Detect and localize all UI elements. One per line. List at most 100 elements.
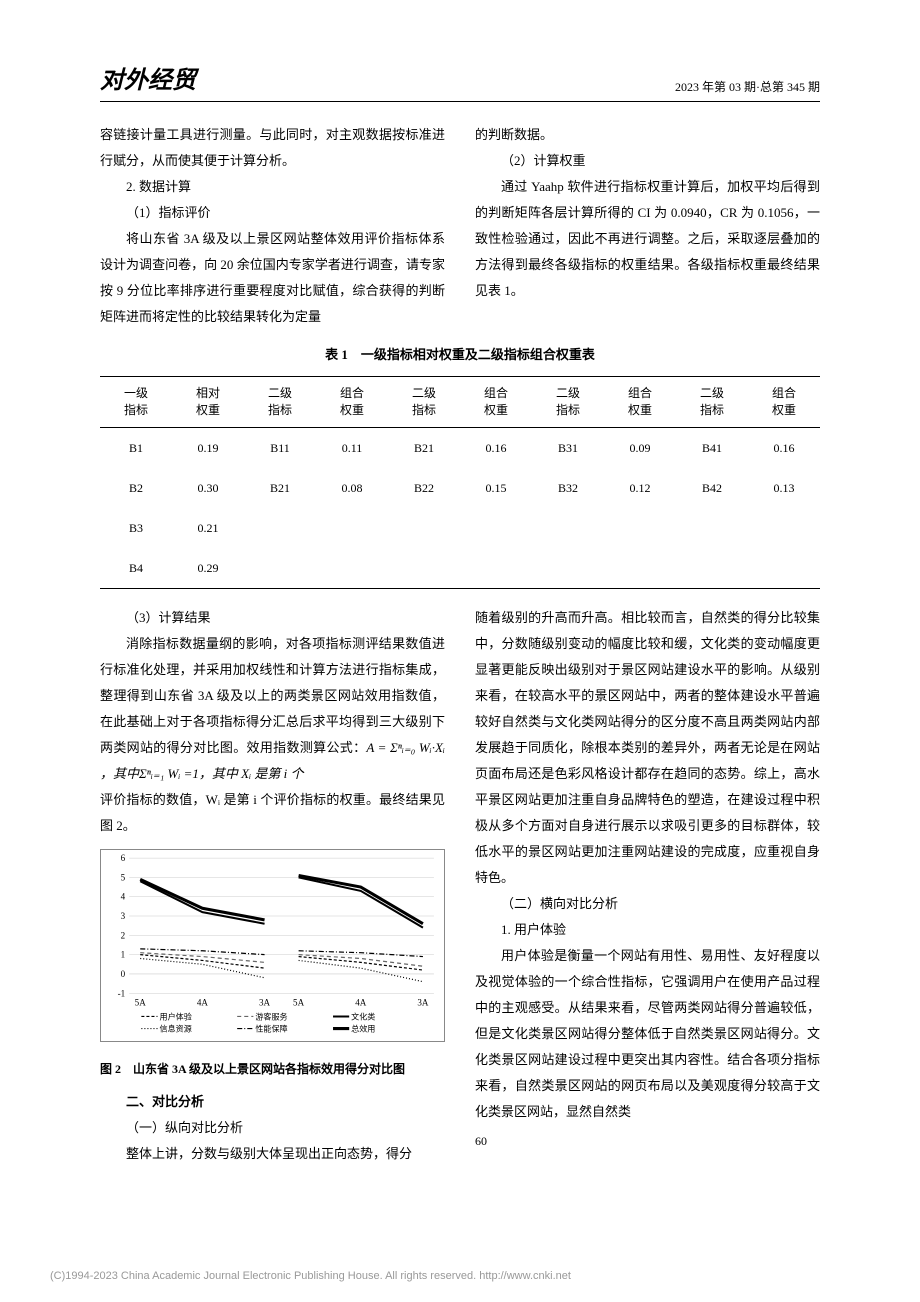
figure-caption: 图 2 山东省 3A 级及以上景区网站各指标效用得分对比图 <box>100 1057 445 1081</box>
para: 评价指标的数值，Wᵢ 是第 i 个评价指标的权重。最终结果见图 2。 <box>100 787 445 839</box>
table-cell <box>676 548 748 589</box>
table-row: B20.30B210.08B220.15B320.12B420.13 <box>100 468 820 508</box>
table-cell: B32 <box>532 468 604 508</box>
para: 将山东省 3A 级及以上景区网站整体效用评价指标体系设计为调查问卷，向 20 余… <box>100 226 445 330</box>
subsection: （一）纵向对比分析 <box>100 1115 445 1141</box>
section-heading: 2. 数据计算 <box>100 174 445 200</box>
table-cell <box>244 508 316 548</box>
table-cell: 0.12 <box>604 468 676 508</box>
page-number: 60 <box>475 1129 820 1153</box>
subsection: 1. 用户体验 <box>475 917 820 943</box>
table-header: 二级指标 <box>244 377 316 428</box>
table-cell: 0.19 <box>172 427 244 468</box>
para: 整体上讲，分数与级别大体呈现出正向态势，得分 <box>100 1141 445 1167</box>
table-1: 表 1 一级指标相对权重及二级指标组合权重表 一级指标相对权重二级指标组合权重二… <box>100 342 820 589</box>
table-cell <box>244 548 316 589</box>
svg-text:4: 4 <box>121 891 126 901</box>
svg-text:5A: 5A <box>293 997 305 1007</box>
table-caption: 表 1 一级指标相对权重及二级指标组合权重表 <box>100 342 820 368</box>
subsection: （1）指标评价 <box>100 200 445 226</box>
table-cell <box>316 548 388 589</box>
table-cell: B3 <box>100 508 172 548</box>
journal-name: 对外经贸 <box>100 60 196 95</box>
table-cell: 0.13 <box>748 468 820 508</box>
issue-info: 2023 年第 03 期·总第 345 期 <box>675 78 820 95</box>
svg-text:游客服务: 游客服务 <box>255 1011 287 1021</box>
svg-text:总效用: 总效用 <box>351 1023 375 1033</box>
article-body: 容链接计量工具进行测量。与此同时，对主观数据按标准进行赋分，从而使其便于计算分析… <box>100 122 820 1167</box>
table-header: 组合权重 <box>460 377 532 428</box>
svg-text:4A: 4A <box>355 997 367 1007</box>
svg-text:2: 2 <box>121 930 126 940</box>
table-cell: B41 <box>676 427 748 468</box>
table-cell <box>388 508 460 548</box>
para: 消除指标数据量纲的影响，对各项指标测评结果数值进行标准化处理，并采用加权线性和计… <box>100 631 445 787</box>
table-cell <box>532 508 604 548</box>
svg-text:5A: 5A <box>135 997 147 1007</box>
svg-text:-1: -1 <box>118 988 126 998</box>
table-cell: B4 <box>100 548 172 589</box>
subsection: （3）计算结果 <box>100 605 445 631</box>
table-cell: B21 <box>388 427 460 468</box>
table-cell: B42 <box>676 468 748 508</box>
table-header: 组合权重 <box>748 377 820 428</box>
svg-text:5: 5 <box>121 872 126 882</box>
table-row: B40.29 <box>100 548 820 589</box>
table-cell <box>604 548 676 589</box>
table-cell: B2 <box>100 468 172 508</box>
table-cell: B21 <box>244 468 316 508</box>
table-cell <box>532 548 604 589</box>
section-heading: 二、对比分析 <box>100 1089 445 1115</box>
table-header: 组合权重 <box>316 377 388 428</box>
weight-table: 一级指标相对权重二级指标组合权重二级指标组合权重二级指标组合权重二级指标组合权重… <box>100 376 820 589</box>
svg-text:信息资源: 信息资源 <box>160 1023 192 1033</box>
table-cell <box>388 548 460 589</box>
svg-text:3A: 3A <box>417 997 429 1007</box>
svg-text:性能保障: 性能保障 <box>255 1023 287 1033</box>
para: 容链接计量工具进行测量。与此同时，对主观数据按标准进行赋分，从而使其便于计算分析… <box>100 122 445 174</box>
table-cell: 0.30 <box>172 468 244 508</box>
subsection: （二）横向对比分析 <box>475 891 820 917</box>
table-header: 一级指标 <box>100 377 172 428</box>
table-cell <box>748 508 820 548</box>
table-cell: B1 <box>100 427 172 468</box>
table-cell <box>316 508 388 548</box>
table-cell: 0.09 <box>604 427 676 468</box>
svg-text:4A: 4A <box>197 997 209 1007</box>
para: 用户体验是衡量一个网站有用性、易用性、友好程度以及视觉体验的一个综合性指标，它强… <box>475 943 820 1125</box>
para: 随着级别的升高而升高。相比较而言，自然类的得分比较集中，分数随级别变动的幅度比较… <box>475 605 820 891</box>
svg-text:6: 6 <box>121 853 126 863</box>
table-header: 二级指标 <box>388 377 460 428</box>
svg-text:文化类: 文化类 <box>351 1011 375 1021</box>
table-header: 组合权重 <box>604 377 676 428</box>
svg-text:3A: 3A <box>259 997 271 1007</box>
svg-text:0: 0 <box>121 969 126 979</box>
table-header: 二级指标 <box>676 377 748 428</box>
table-cell <box>460 508 532 548</box>
svg-text:3: 3 <box>121 911 126 921</box>
table-header: 相对权重 <box>172 377 244 428</box>
table-cell: 0.08 <box>316 468 388 508</box>
table-cell: 0.16 <box>460 427 532 468</box>
line-chart: -1 0 1 2 3 4 5 6 5A 5A 4A 4A 3A 3A 用户体验 游客服务 文化类信息资源 性能保障… <box>100 849 445 1043</box>
table-header: 二级指标 <box>532 377 604 428</box>
table-cell <box>676 508 748 548</box>
table-cell: 0.16 <box>748 427 820 468</box>
para: 通过 Yaahp 软件进行指标权重计算后，加权平均后得到的判断矩阵各层计算所得的… <box>475 174 820 304</box>
copyright-footer: (C)1994-2023 China Academic Journal Elec… <box>50 1270 571 1282</box>
table-cell <box>748 548 820 589</box>
table-row: B30.21 <box>100 508 820 548</box>
table-cell: 0.11 <box>316 427 388 468</box>
table-cell: B22 <box>388 468 460 508</box>
table-cell: 0.21 <box>172 508 244 548</box>
table-cell: B31 <box>532 427 604 468</box>
table-cell <box>604 508 676 548</box>
table-cell: 0.15 <box>460 468 532 508</box>
para: 的判断数据。 <box>475 122 820 148</box>
svg-text:用户体验: 用户体验 <box>160 1011 192 1021</box>
page-header: 对外经贸 2023 年第 03 期·总第 345 期 <box>100 60 820 102</box>
svg-text:1: 1 <box>121 949 126 959</box>
figure-2: -1 0 1 2 3 4 5 6 5A 5A 4A 4A 3A 3A 用户体验 游客服务 文化类信息资源 性能保障… <box>100 849 445 1052</box>
table-cell: 0.29 <box>172 548 244 589</box>
table-cell <box>460 548 532 589</box>
